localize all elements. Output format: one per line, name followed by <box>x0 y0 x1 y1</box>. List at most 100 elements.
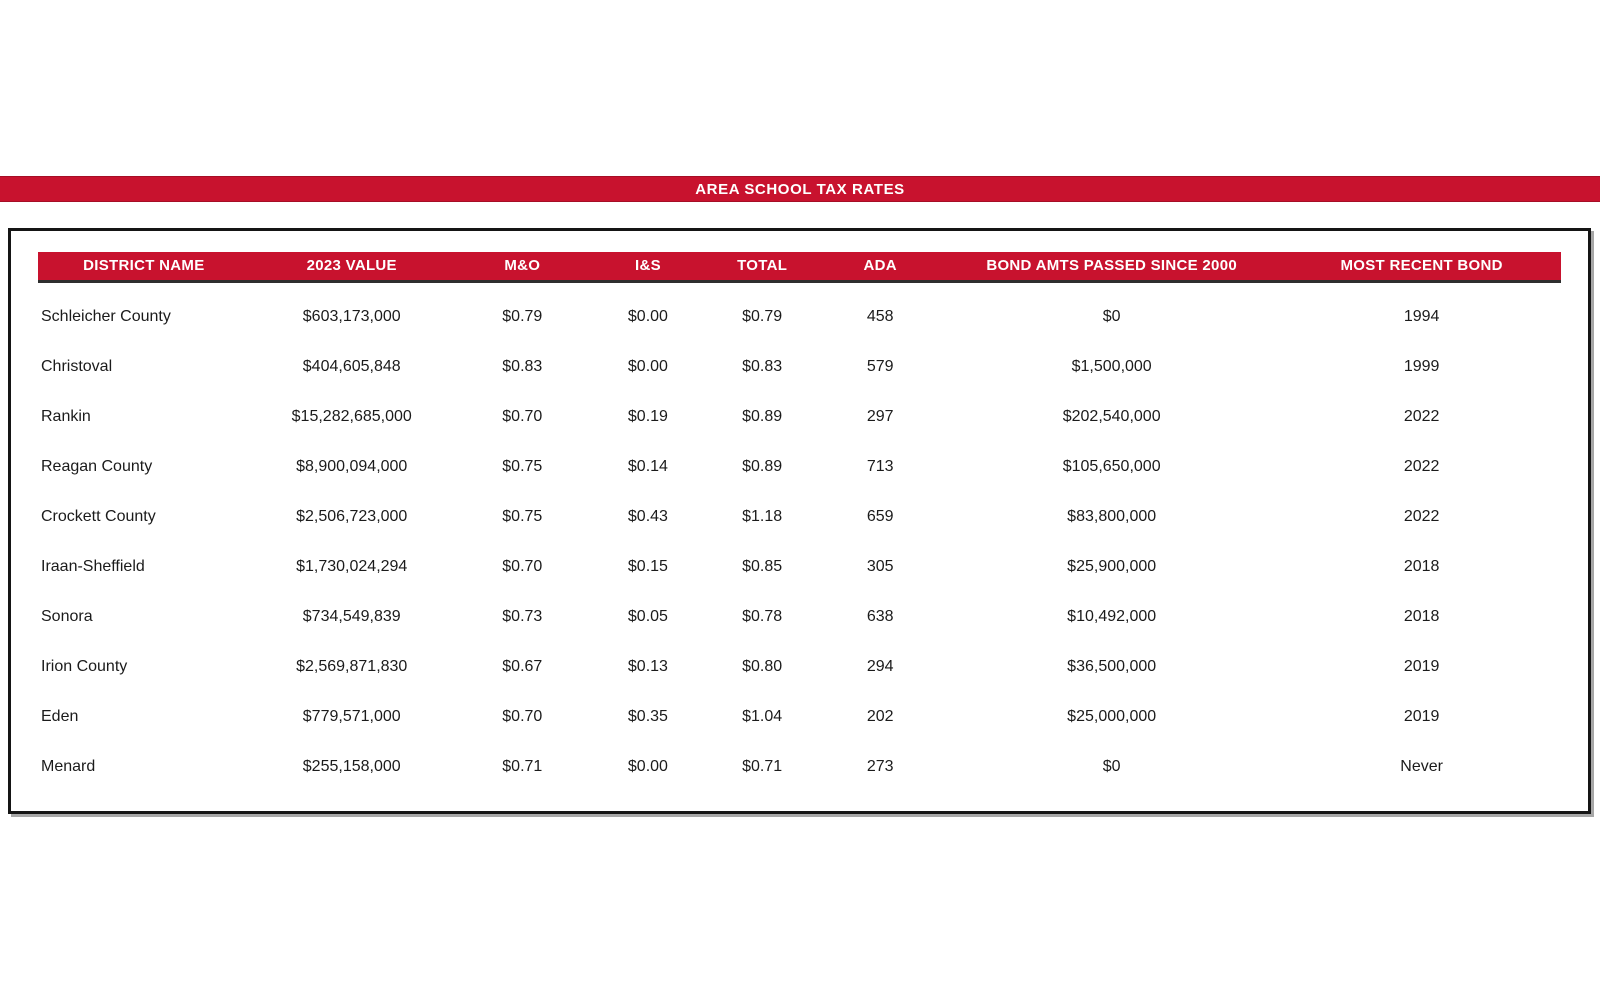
cell-district-name: Crockett County <box>41 508 156 525</box>
cell-i-and-s: $0.00 <box>627 758 668 775</box>
cell-m-and-o: $0.70 <box>502 708 543 725</box>
cell-m-and-o: $0.70 <box>502 558 543 575</box>
table-row: Reagan County $8,900,094,000 $0.75 $0.14 $0.… <box>38 442 1561 492</box>
cell-most-recent-bond: 1999 <box>1403 358 1440 375</box>
cell-most-recent-bond: 2022 <box>1403 458 1440 475</box>
tax-rates-table: DISTRICT NAME 2023 VALUE M&O I&S TOTAL ADA BON… <box>38 252 1561 792</box>
cell-most-recent-bond: 2022 <box>1403 508 1440 525</box>
page-title: AREA SCHOOL TAX RATES <box>695 180 905 198</box>
cell-total: $0.89 <box>742 408 783 425</box>
table-row: Eden $779,571,000 $0.70 $0.35 $1.04 202 $25,00… <box>38 692 1561 742</box>
cell-bond-amts-since-2000: $10,492,000 <box>1067 608 1157 625</box>
cell-district-name: Eden <box>41 708 79 725</box>
column-header-bond-amts-since-2000: BOND AMTS PASSED SINCE 2000 <box>941 252 1283 283</box>
cell-most-recent-bond: 1994 <box>1403 308 1440 325</box>
cell-total: $0.71 <box>742 758 783 775</box>
cell-value-2023: $255,158,000 <box>302 758 401 775</box>
cell-i-and-s: $0.00 <box>627 358 668 375</box>
cell-district-name: Sonora <box>41 608 93 625</box>
cell-ada: 713 <box>866 458 894 475</box>
cell-total: $0.79 <box>742 308 783 325</box>
table-row: Menard $255,158,000 $0.71 $0.00 $0.71 273 $0 Ne… <box>38 742 1561 792</box>
cell-bond-amts-since-2000: $83,800,000 <box>1067 508 1157 525</box>
column-header-most-recent-bond: MOST RECENT BOND <box>1282 252 1561 283</box>
cell-value-2023: $8,900,094,000 <box>296 458 408 475</box>
cell-total: $0.83 <box>742 358 783 375</box>
cell-ada: 294 <box>866 658 894 675</box>
header-row: DISTRICT NAME 2023 VALUE M&O I&S TOTAL ADA BON… <box>38 252 1561 283</box>
cell-bond-amts-since-2000: $1,500,000 <box>1071 358 1152 375</box>
cell-value-2023: $603,173,000 <box>302 308 401 325</box>
cell-most-recent-bond: 2019 <box>1403 708 1440 725</box>
cell-value-2023: $734,549,839 <box>302 608 401 625</box>
cell-m-and-o: $0.71 <box>502 758 543 775</box>
cell-value-2023: $404,605,848 <box>302 358 401 375</box>
cell-m-and-o: $0.83 <box>502 358 543 375</box>
cell-district-name: Reagan County <box>41 458 153 475</box>
cell-ada: 579 <box>866 358 894 375</box>
table-body: Schleicher County $603,173,000 $0.79 $0.00 $… <box>38 281 1561 792</box>
cell-m-and-o: $0.79 <box>502 308 543 325</box>
cell-m-and-o: $0.73 <box>502 608 543 625</box>
cell-total: $1.04 <box>742 708 783 725</box>
cell-ada: 638 <box>866 608 894 625</box>
cell-ada: 202 <box>866 708 894 725</box>
cell-i-and-s: $0.43 <box>627 508 668 525</box>
cell-total: $0.80 <box>742 658 783 675</box>
column-header-i-and-s: I&S <box>590 252 706 283</box>
cell-i-and-s: $0.14 <box>627 458 668 475</box>
cell-total: $1.18 <box>742 508 783 525</box>
column-header-total: TOTAL <box>705 252 820 283</box>
cell-bond-amts-since-2000: $0 <box>1102 758 1121 775</box>
cell-total: $0.78 <box>742 608 783 625</box>
cell-value-2023: $2,569,871,830 <box>296 658 408 675</box>
cell-total: $0.85 <box>742 558 783 575</box>
cell-ada: 659 <box>866 508 894 525</box>
cell-district-name: Iraan-Sheffield <box>41 558 145 575</box>
table-row: Schleicher County $603,173,000 $0.79 $0.00 $… <box>38 292 1561 342</box>
cell-bond-amts-since-2000: $105,650,000 <box>1062 458 1161 475</box>
table-row: Christoval $404,605,848 $0.83 $0.00 $0.83 579… <box>38 342 1561 392</box>
cell-value-2023: $779,571,000 <box>302 708 401 725</box>
table-row: Iraan-Sheffield $1,730,024,294 $0.70 $0.15 $… <box>38 542 1561 592</box>
cell-most-recent-bond: 2019 <box>1403 658 1440 675</box>
cell-ada: 273 <box>866 758 894 775</box>
cell-value-2023: $2,506,723,000 <box>296 508 408 525</box>
cell-district-name: Schleicher County <box>41 308 171 325</box>
cell-i-and-s: $0.15 <box>627 558 668 575</box>
table-row: Rankin $15,282,685,000 $0.70 $0.19 $0.89 297 $… <box>38 392 1561 442</box>
cell-i-and-s: $0.13 <box>627 658 668 675</box>
cell-bond-amts-since-2000: $25,000,000 <box>1067 708 1157 725</box>
cell-value-2023: $1,730,024,294 <box>296 558 408 575</box>
column-header-district-name: DISTRICT NAME <box>38 252 250 283</box>
cell-m-and-o: $0.67 <box>502 658 543 675</box>
cell-ada: 297 <box>866 408 894 425</box>
table-container: DISTRICT NAME 2023 VALUE M&O I&S TOTAL ADA BON… <box>8 228 1591 814</box>
table-row: Sonora $734,549,839 $0.73 $0.05 $0.78 638 $10,… <box>38 592 1561 642</box>
cell-bond-amts-since-2000: $25,900,000 <box>1067 558 1157 575</box>
table-head: DISTRICT NAME 2023 VALUE M&O I&S TOTAL ADA BON… <box>38 252 1561 283</box>
cell-ada: 458 <box>866 308 894 325</box>
cell-district-name: Menard <box>41 758 96 775</box>
cell-bond-amts-since-2000: $202,540,000 <box>1062 408 1161 425</box>
table-row: Crockett County $2,506,723,000 $0.75 $0.43 $… <box>38 492 1561 542</box>
cell-bond-amts-since-2000: $36,500,000 <box>1067 658 1157 675</box>
cell-i-and-s: $0.05 <box>627 608 668 625</box>
column-header-ada: ADA <box>819 252 942 283</box>
column-header-value-2023: 2023 VALUE <box>249 252 454 283</box>
cell-m-and-o: $0.70 <box>502 408 543 425</box>
cell-m-and-o: $0.75 <box>502 508 543 525</box>
cell-district-name: Christoval <box>41 358 113 375</box>
cell-i-and-s: $0.00 <box>627 308 668 325</box>
cell-value-2023: $15,282,685,000 <box>291 408 412 425</box>
cell-i-and-s: $0.19 <box>627 408 668 425</box>
cell-district-name: Rankin <box>41 408 91 425</box>
table-row: Irion County $2,569,871,830 $0.67 $0.13 $0.8… <box>38 642 1561 692</box>
cell-most-recent-bond: Never <box>1400 758 1443 775</box>
cell-i-and-s: $0.35 <box>627 708 668 725</box>
cell-most-recent-bond: 2022 <box>1403 408 1440 425</box>
cell-m-and-o: $0.75 <box>502 458 543 475</box>
title-banner: AREA SCHOOL TAX RATES <box>0 176 1600 202</box>
cell-total: $0.89 <box>742 458 783 475</box>
cell-bond-amts-since-2000: $0 <box>1102 308 1121 325</box>
